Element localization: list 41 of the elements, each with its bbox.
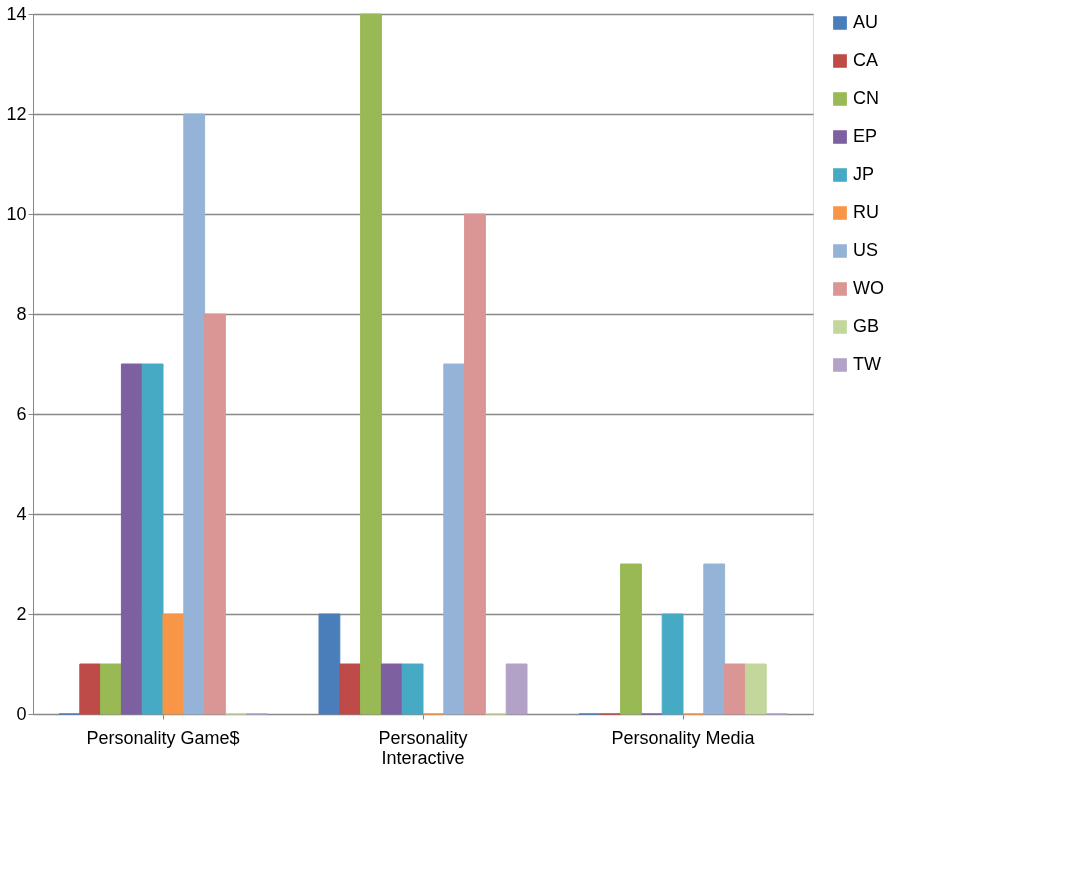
legend-label: US	[853, 240, 879, 260]
legend-label: CA	[853, 50, 879, 70]
y-tick-label: 2	[16, 603, 27, 624]
bar	[744, 663, 767, 715]
legend-label: CN	[853, 88, 879, 108]
bar	[401, 663, 424, 715]
x-tick-label: Personality Media	[611, 727, 756, 748]
bar	[703, 563, 726, 715]
bar	[141, 363, 164, 715]
bar	[443, 363, 466, 715]
x-tick-label: Personality Game$	[86, 727, 240, 748]
legend-label: RU	[853, 202, 879, 222]
bar	[162, 613, 185, 715]
bar	[204, 313, 226, 715]
legend-label: JP	[853, 164, 875, 184]
bar	[661, 613, 684, 715]
x-tick-label: Personality Interactive	[378, 727, 468, 768]
bar	[360, 13, 382, 715]
legend-label: GB	[853, 316, 880, 336]
y-tick-label: 0	[16, 703, 27, 724]
bar	[464, 213, 486, 715]
bar	[339, 663, 362, 715]
bar	[318, 613, 341, 715]
bar	[380, 663, 403, 715]
bar	[79, 663, 102, 715]
bar	[100, 663, 122, 715]
y-tick-label: 6	[16, 403, 27, 424]
bar	[183, 113, 206, 715]
legend-label: AU	[853, 12, 879, 32]
legend-label: TW	[853, 354, 881, 374]
bar	[505, 663, 528, 715]
legend-label: EP	[853, 126, 878, 146]
bar	[724, 663, 746, 715]
y-tick-label: 10	[6, 203, 27, 224]
bar	[620, 563, 642, 715]
y-tick-label: 8	[16, 303, 27, 324]
y-tick-label: 12	[6, 103, 27, 124]
y-tick-label: 4	[16, 503, 27, 524]
legend-label: WO	[853, 278, 884, 298]
bar	[120, 363, 143, 715]
y-tick-label: 14	[6, 3, 27, 24]
